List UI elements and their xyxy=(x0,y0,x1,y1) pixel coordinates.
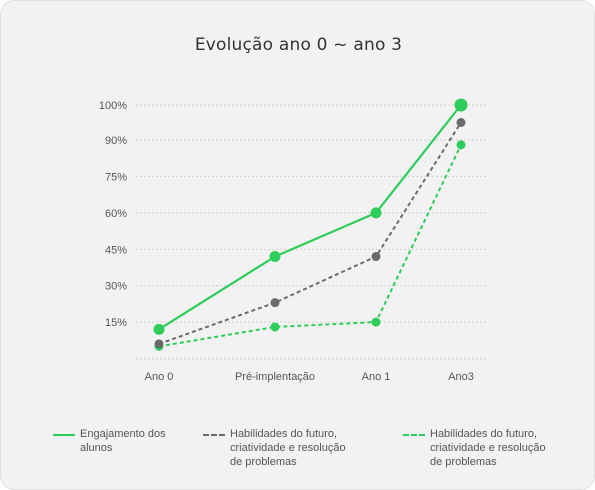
line-chart: 15% 30% 45% 60% 75% 90% 100% Ano 0 Pré-implenta… xyxy=(99,98,488,383)
x-tick-label: Ano3 xyxy=(448,371,474,383)
y-tick-label: 30% xyxy=(105,281,127,293)
data-point xyxy=(454,98,468,112)
data-point xyxy=(270,298,280,308)
legend-swatch-solid-green xyxy=(53,434,75,436)
series-line-1 xyxy=(158,104,462,331)
series-line-2 xyxy=(158,121,462,345)
chart-title: Evolução ano 0 ~ ano 3 xyxy=(194,35,403,55)
legend-label: Habilidades do futuro, criatividade e re… xyxy=(230,428,346,468)
y-tick-label: 15% xyxy=(105,317,127,329)
y-tick-label: 45% xyxy=(105,244,127,256)
data-point xyxy=(270,322,280,332)
legend-label: Engajamento dos alunos xyxy=(80,428,166,454)
legend-swatch-dashed-green xyxy=(403,434,425,436)
y-tick-label: 75% xyxy=(105,171,127,183)
data-point xyxy=(371,252,381,262)
series-line-3 xyxy=(158,144,462,348)
legend-swatch-dashed-gray xyxy=(203,434,225,436)
x-axis-ticks: Ano 0 Pré-implentação Ano 1 Ano3 xyxy=(145,371,474,383)
series-layer xyxy=(153,98,468,351)
legend-label: Habilidades do futuro, criatividade e re… xyxy=(430,428,546,468)
y-tick-label: 100% xyxy=(99,100,127,112)
data-point xyxy=(154,339,164,349)
grid-layer xyxy=(136,104,488,360)
y-tick-label: 90% xyxy=(105,135,127,147)
data-point xyxy=(153,323,165,335)
data-point xyxy=(370,207,382,219)
data-point xyxy=(456,140,466,150)
x-tick-label: Pré-implentação xyxy=(235,371,315,383)
y-axis-ticks: 15% 30% 45% 60% 75% 90% 100% xyxy=(99,100,127,329)
data-point xyxy=(371,317,381,327)
x-tick-label: Ano 0 xyxy=(145,371,174,383)
data-point xyxy=(456,118,466,127)
y-tick-label: 60% xyxy=(105,208,127,220)
data-point xyxy=(269,251,281,263)
x-tick-label: Ano 1 xyxy=(362,371,391,383)
